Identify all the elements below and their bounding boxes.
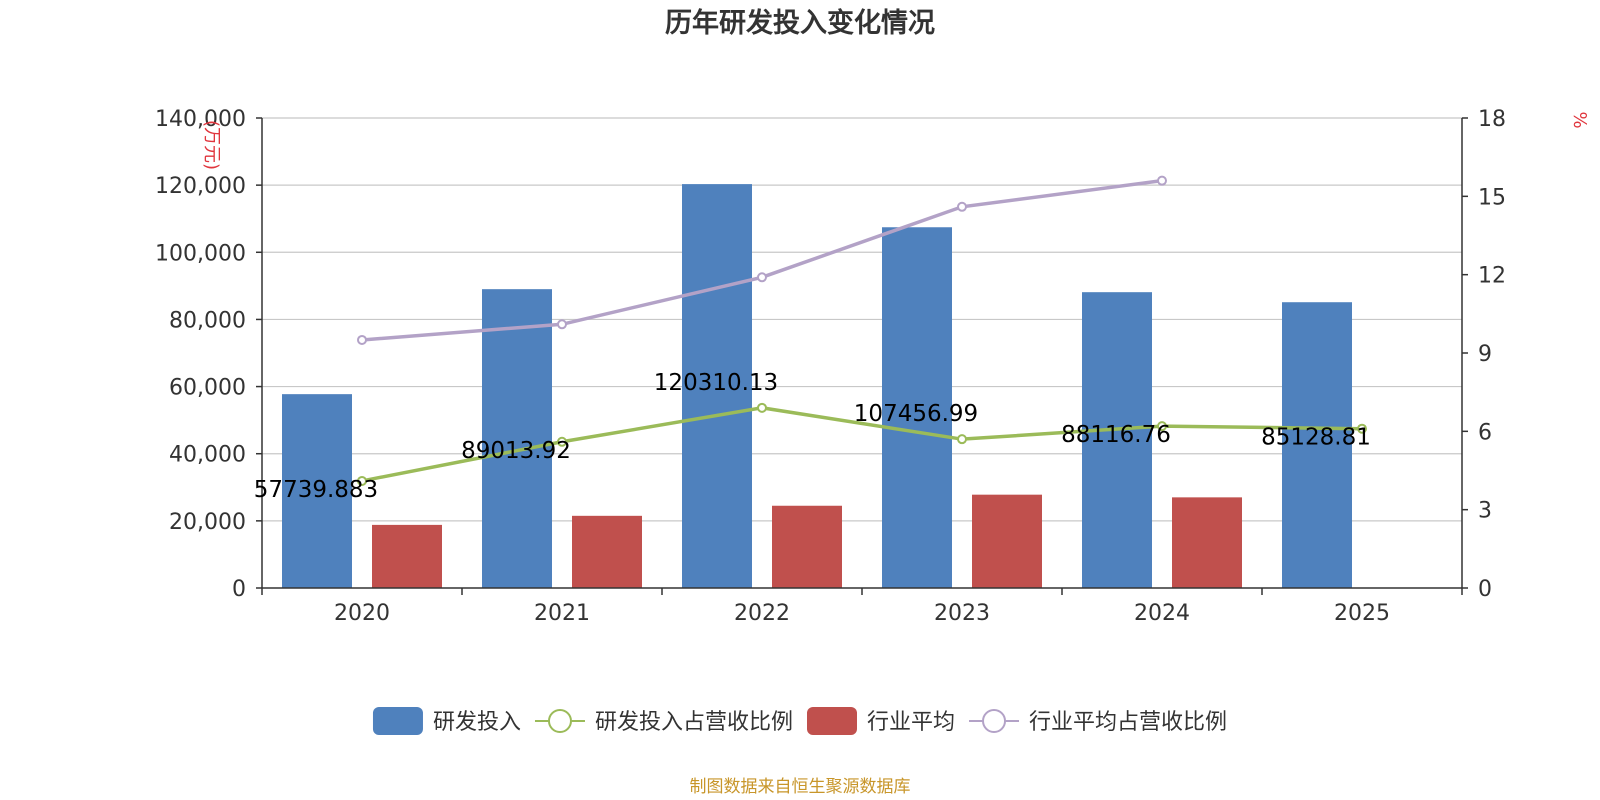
left-tick-label: 80,000 <box>169 308 246 333</box>
legend-label: 行业平均占营收比例 <box>1029 710 1227 735</box>
grid-lines <box>262 117 1462 522</box>
legend-label: 研发投入 <box>433 710 521 735</box>
chart-title: 历年研发投入变化情况 <box>665 7 935 39</box>
bar-value-label: 107456.99 <box>854 401 978 427</box>
right-tick-label: 6 <box>1478 420 1492 445</box>
data-labels: 57739.883 89013.92 120310.13 107456.99 88116… <box>254 370 1371 503</box>
bar-rd-investment <box>482 289 552 588</box>
x-tick-label: 2025 <box>1334 601 1390 626</box>
line-point <box>757 402 767 413</box>
bars <box>282 184 1352 589</box>
bar-value-label: 85128.81 <box>1261 425 1371 451</box>
line-point <box>757 272 767 283</box>
bar-rd-investment <box>882 227 952 588</box>
axes: 0 20,000 40,000 60,000 80,000 100,000 120,000 1… <box>155 107 1506 626</box>
x-tick-label: 2021 <box>534 601 590 626</box>
right-tick-label: 3 <box>1478 499 1492 524</box>
right-tick-label: 18 <box>1478 107 1506 132</box>
left-tick-label: 120,000 <box>155 174 246 199</box>
x-tick-label: 2020 <box>334 601 390 626</box>
bar-rd-investment <box>1282 302 1352 588</box>
line-point <box>357 475 367 486</box>
line-point <box>357 334 367 345</box>
right-tick-label: 9 <box>1478 342 1492 367</box>
bar-industry-average <box>972 494 1042 588</box>
legend: 研发投入 研发投入占营收比例 行业平均 行业平均占营收比例 <box>372 707 1227 735</box>
right-tick-label: 0 <box>1478 577 1492 602</box>
bar-value-label: 89013.92 <box>461 438 571 464</box>
bar-industry-average <box>1172 497 1242 588</box>
left-tick-label: 40,000 <box>169 443 246 468</box>
bar-industry-average <box>772 505 842 588</box>
legend-swatch <box>807 707 857 735</box>
line-point <box>1157 421 1167 432</box>
line-point <box>1357 423 1367 434</box>
bar-rd-investment <box>282 394 352 588</box>
legend-item-3[interactable]: 行业平均 <box>807 707 955 735</box>
source-note: 制图数据来自恒生聚源数据库 <box>690 777 911 797</box>
bar-rd-investment <box>682 184 752 589</box>
legend-label: 行业平均 <box>867 710 955 735</box>
line-rd-ratio <box>361 406 1363 483</box>
bar-value-label: 57739.883 <box>254 477 378 503</box>
legend-swatch-marker <box>547 709 572 733</box>
line-point <box>1157 175 1167 186</box>
legend-item-4[interactable]: 行业平均占营收比例 <box>969 709 1227 735</box>
left-tick-label: 100,000 <box>155 241 246 266</box>
left-tick-label: 0 <box>232 577 246 602</box>
right-tick-label: 12 <box>1478 264 1506 289</box>
line-point <box>957 201 967 212</box>
legend-swatch-marker <box>982 709 1007 733</box>
legend-item-2[interactable]: 研发投入占营收比例 <box>534 709 793 735</box>
legend-item-1[interactable]: 研发投入 <box>372 707 521 735</box>
left-tick-label: 20,000 <box>169 510 246 535</box>
bar-rd-investment <box>1082 292 1152 588</box>
x-tick-label: 2022 <box>734 601 790 626</box>
x-tick-label: 2024 <box>1134 601 1190 626</box>
bar-value-label: 88116.76 <box>1061 422 1171 448</box>
left-tick-label: 140,000 <box>155 107 246 132</box>
x-tick-label: 2023 <box>934 601 990 626</box>
lines <box>357 175 1367 486</box>
bar-value-label: 120310.13 <box>654 370 778 396</box>
bar-industry-average <box>572 515 642 588</box>
left-tick-label: 60,000 <box>169 376 246 401</box>
line-point <box>557 319 567 330</box>
legend-swatch <box>372 707 423 735</box>
right-tick-label: 15 <box>1478 185 1506 210</box>
bar-industry-average <box>372 524 442 588</box>
legend-label: 研发投入占营收比例 <box>595 710 793 735</box>
left-axis-unit: (万元) <box>201 120 222 170</box>
right-axis-unit: % <box>1569 111 1590 128</box>
line-point <box>557 436 567 447</box>
line-point <box>957 434 967 445</box>
